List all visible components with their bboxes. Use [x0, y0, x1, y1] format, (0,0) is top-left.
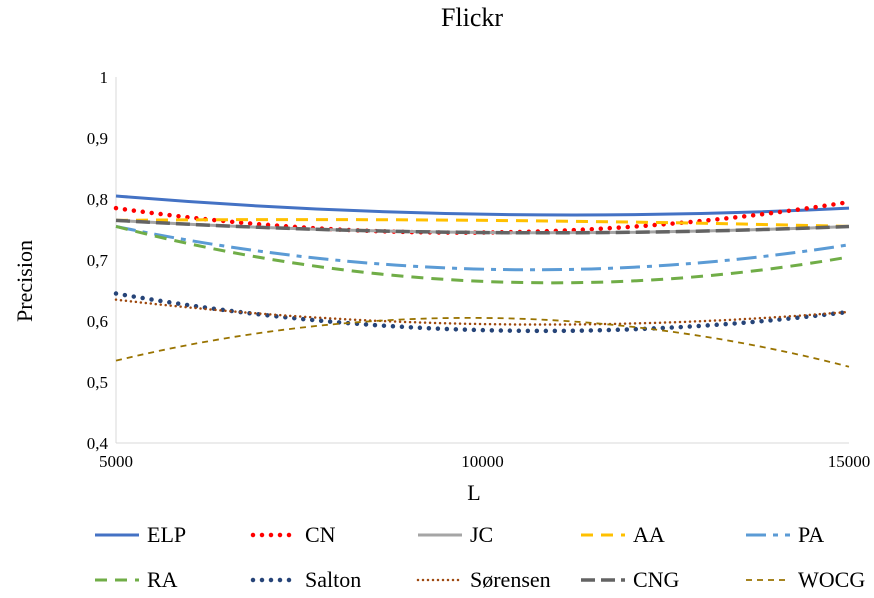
series-line-6 [113, 291, 852, 334]
y-tick-label: 0,9 [87, 129, 108, 148]
series-line-0 [115, 194, 850, 217]
y-tick-label: 0,8 [87, 190, 108, 209]
series-line-1 [113, 199, 852, 235]
y-tick-label: 0,7 [87, 251, 109, 270]
series-line-4 [115, 224, 850, 272]
x-tick-label: 15000 [828, 452, 871, 471]
series-lines [113, 194, 852, 368]
legend-label-6: Salton [305, 567, 361, 592]
y-tick-label: 0,5 [87, 373, 108, 392]
legend-label-0: ELP [147, 522, 186, 547]
legend-label-3: AA [633, 522, 665, 547]
x-axis-label: L [467, 480, 480, 505]
y-tick-labels: 0,4 0,5 0,6 0,7 0,8 0,9 1 [87, 68, 109, 453]
y-tick-label: 1 [100, 68, 109, 87]
legend-label-9: WOCG [798, 567, 865, 592]
series-line-5 [115, 224, 850, 285]
legend-label-2: JC [470, 522, 493, 547]
legend-label-4: PA [798, 522, 824, 547]
legend-label-8: CNG [633, 567, 680, 592]
legend-label-1: CN [305, 522, 336, 547]
series-line-9 [115, 317, 850, 368]
series-line-3 [115, 218, 850, 228]
y-tick-label: 0,6 [87, 312, 108, 331]
x-tick-label: 10000 [461, 452, 504, 471]
series-line-7 [114, 298, 851, 326]
x-tick-labels: 5000 10000 15000 [99, 452, 870, 471]
legend: ELP CN JC AA PA RA Salton Sørensen CNG WOCG [95, 522, 865, 592]
legend-label-7: Sørensen [470, 567, 551, 592]
y-tick-label: 0,4 [87, 434, 109, 453]
x-tick-label: 5000 [99, 452, 133, 471]
series-line-8 [115, 218, 850, 235]
y-axis-label: Precision [12, 240, 37, 322]
legend-label-5: RA [147, 567, 178, 592]
chart-title: Flickr [441, 3, 503, 32]
